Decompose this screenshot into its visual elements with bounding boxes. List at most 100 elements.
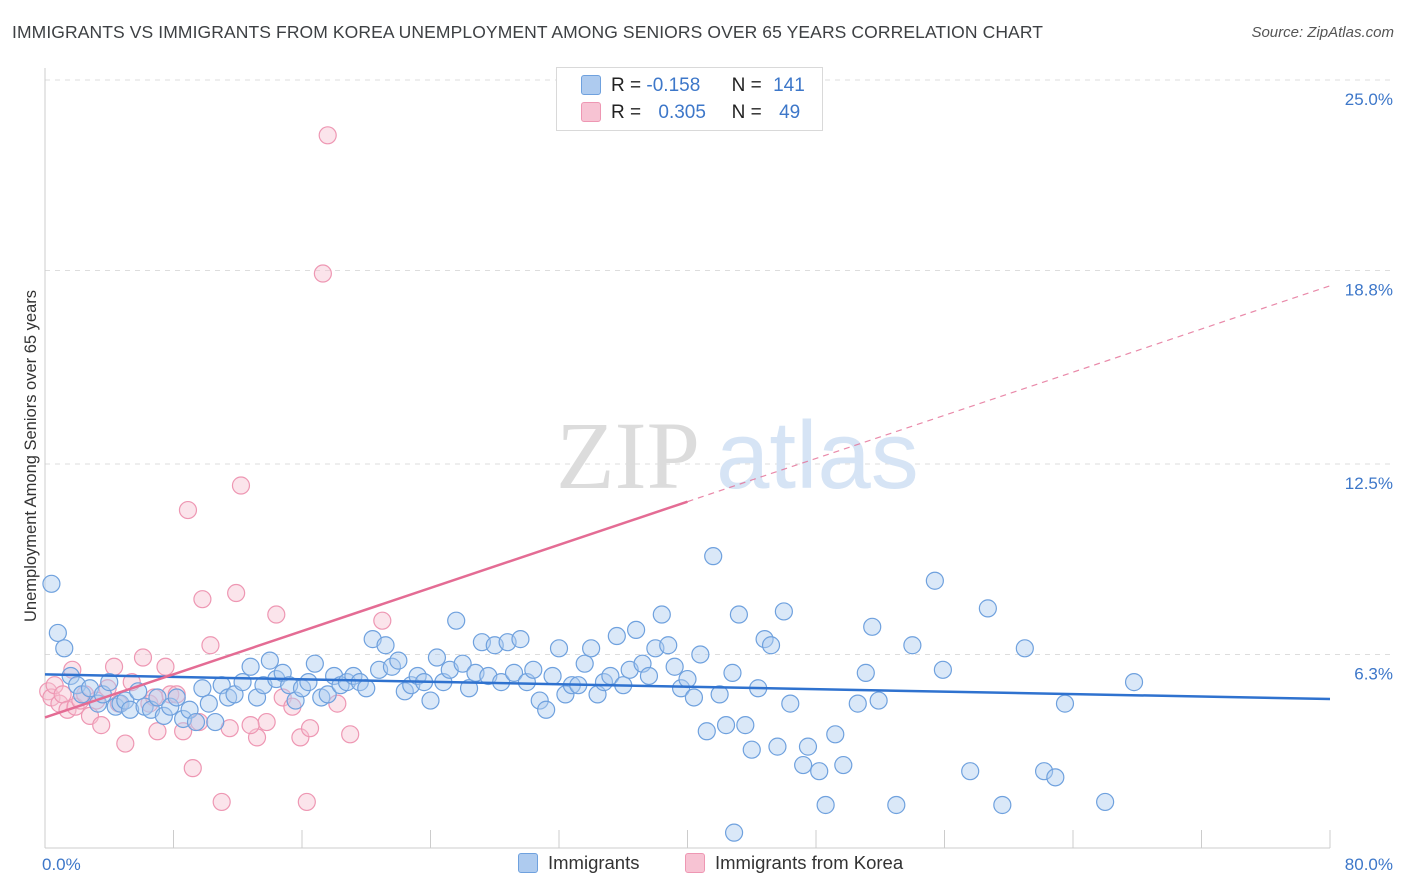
immigrants-point	[357, 679, 376, 698]
immigrants-point	[1055, 694, 1075, 713]
immigrants-point	[869, 691, 888, 710]
x-tick-label-min: 0.0%	[42, 855, 81, 874]
immigrants-point	[305, 654, 324, 673]
immigrants-point	[848, 694, 867, 713]
immigrants-point	[459, 679, 479, 698]
bottom-legend-korea: Immigrants from Korea	[685, 852, 903, 874]
immigrants-point	[798, 737, 818, 756]
korea-point	[318, 126, 337, 145]
legend-r-value-1: -0.158	[646, 75, 701, 96]
immigrants-point	[887, 795, 906, 815]
immigrants-point	[1124, 673, 1144, 692]
immigrants-point	[684, 688, 704, 707]
immigrants-point	[549, 639, 569, 658]
legend-n-label-1: N =	[731, 75, 762, 96]
immigrants-point	[768, 737, 787, 756]
immigrants-point	[524, 660, 543, 679]
immigrants-point	[652, 605, 671, 624]
immigrants-point	[447, 611, 466, 630]
immigrants-point	[1046, 768, 1065, 787]
immigrants-point	[816, 795, 835, 815]
korea-point	[227, 583, 246, 603]
immigrants-point	[100, 673, 119, 692]
immigrants-point	[241, 657, 260, 676]
korea-point	[92, 716, 111, 735]
immigrants-point	[421, 691, 440, 710]
immigrants-point	[761, 636, 781, 655]
immigrants-point	[729, 605, 749, 624]
immigrants-point	[42, 574, 61, 593]
immigrants-point	[537, 700, 556, 719]
immigrants-point	[626, 620, 646, 639]
immigrants-point	[116, 691, 135, 710]
bottom-legend-immigrants: Immigrants	[518, 852, 640, 874]
legend-n-value-1: 141	[773, 75, 805, 96]
korea-point	[297, 792, 316, 812]
y-tick-label: 18.8%	[1345, 280, 1393, 299]
immigrants-point	[193, 679, 212, 698]
immigrants-point	[704, 547, 723, 566]
korea-trend-line	[44, 500, 688, 719]
watermark: ZIP atlas	[556, 402, 919, 509]
immigrants-point	[260, 651, 279, 670]
immigrants-point	[691, 645, 710, 664]
immigrants-point	[863, 617, 882, 636]
bottom-legend-label-1: Immigrants	[548, 852, 640, 873]
immigrants-point	[427, 648, 447, 667]
immigrants-swatch	[581, 75, 601, 95]
watermark-atlas: atlas	[716, 402, 919, 509]
korea-point	[291, 728, 310, 747]
immigrants-point	[724, 823, 744, 842]
immigrants-point	[736, 716, 755, 735]
immigrants-point	[774, 602, 793, 621]
immigrants-point	[389, 651, 408, 670]
korea-point	[183, 759, 202, 778]
immigrants-point	[161, 697, 180, 716]
grid	[45, 79, 1392, 655]
korea-trend-line-projection	[687, 285, 1331, 503]
immigrants-point	[665, 657, 684, 676]
immigrants-point	[55, 639, 74, 658]
korea-point	[212, 792, 231, 812]
legend-row-immigrants: R = -0.158 N = 141	[581, 74, 805, 98]
korea-point	[373, 611, 392, 630]
axes	[44, 68, 1331, 849]
immigrants-point	[834, 755, 853, 775]
immigrants-point	[723, 663, 742, 682]
immigrants-point	[933, 660, 952, 679]
korea-point	[148, 722, 167, 741]
legend-n-label-2: N =	[731, 102, 762, 123]
immigrants-point	[925, 571, 944, 590]
korea-point	[133, 648, 153, 667]
korea-point	[313, 264, 332, 283]
x-tick-label-max: 80.0%	[1345, 855, 1393, 874]
tick-labels: 6.3% 12.5% 18.8% 25.0% 0.0% 80.0%	[42, 90, 1393, 874]
immigrants-point	[856, 663, 875, 682]
bottom-korea-swatch	[685, 853, 705, 873]
immigrants-point	[742, 740, 761, 759]
legend-n-value-2: 49	[779, 102, 801, 123]
korea-point	[156, 657, 175, 676]
immigrants-point	[978, 599, 997, 618]
immigrants-point	[376, 636, 395, 655]
korea-point	[257, 712, 276, 732]
immigrants-point	[299, 673, 318, 692]
immigrants-point	[106, 697, 125, 716]
korea-point	[267, 605, 286, 624]
legend-r-label-1: R =	[611, 75, 642, 96]
immigrants-trend-line	[44, 673, 1331, 701]
korea-point	[178, 500, 198, 520]
immigrants-point	[716, 716, 736, 735]
immigrants-point	[48, 623, 67, 643]
legend-r-value-2: 0.305	[658, 102, 706, 123]
korea-point	[201, 636, 220, 655]
immigrants-point	[826, 725, 845, 744]
y-axis-label: Unemployment Among Seniors over 65 years	[22, 290, 40, 622]
immigrants-point	[148, 688, 167, 707]
korea-point	[231, 476, 251, 495]
chart-title: IMMIGRANTS VS IMMIGRANTS FROM KOREA UNEM…	[12, 22, 1044, 42]
y-tick-label: 12.5%	[1345, 474, 1393, 493]
y-tick-label: 6.3%	[1354, 664, 1393, 683]
immigrants-point	[781, 694, 800, 713]
immigrants-point	[1034, 762, 1054, 781]
